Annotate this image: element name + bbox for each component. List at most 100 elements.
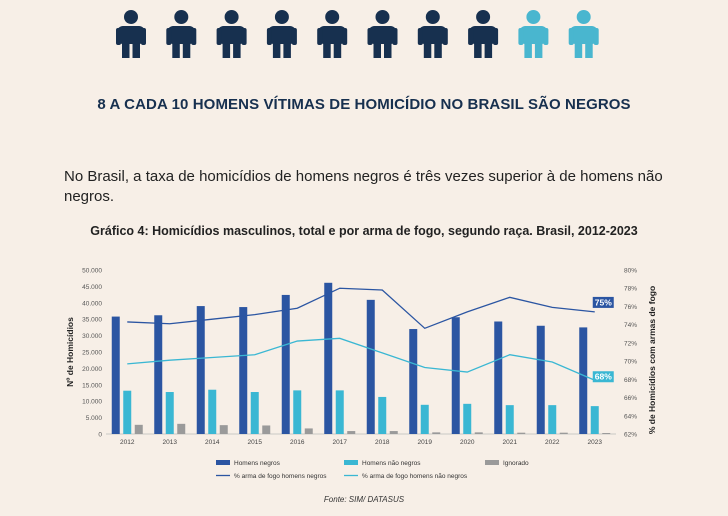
x-tick-label: 2012 (120, 439, 135, 446)
homicide-chart: 0 5.000 10.000 15.000 20.000 25.000 30.000 35.0… (65, 268, 657, 481)
bar-ignorado (219, 425, 228, 434)
x-tick-label: 2014 (205, 439, 220, 446)
person-leg (534, 42, 543, 58)
line-pct-nao-negros (127, 337, 596, 381)
person-arm (241, 28, 247, 45)
person-icon (216, 10, 247, 58)
person-torso (368, 26, 397, 44)
person-leg (233, 42, 241, 58)
person-leg (272, 42, 281, 58)
y2-axis-title: % de Homicídios com armas de fogo (647, 286, 657, 434)
person-arm (166, 28, 172, 45)
person-head (274, 10, 289, 24)
person-icon (367, 10, 398, 58)
bar-negros (536, 325, 545, 434)
y2-tick-label: 64% (624, 413, 637, 420)
y-tick-label: 45.000 (82, 284, 102, 291)
person-head (224, 10, 239, 24)
person-icon (166, 10, 197, 58)
bar-nao-negros (208, 389, 217, 434)
y2-tick-label: 74% (624, 322, 637, 329)
y-tick-label: 35.000 (82, 317, 102, 324)
person-leg (423, 42, 432, 58)
person-arm (317, 28, 323, 45)
bar-ignorado (389, 431, 398, 434)
person-arm (392, 28, 398, 45)
person-icon (518, 10, 549, 58)
person-icon (266, 10, 297, 58)
person-icon (317, 10, 348, 58)
bar-negros (196, 306, 205, 434)
x-tick-label: 2016 (290, 439, 305, 446)
x-tick-label: 2013 (163, 439, 178, 446)
person-leg (323, 42, 331, 58)
bar-negros (111, 316, 120, 434)
person-leg (434, 42, 442, 58)
bar-ignorado (134, 424, 143, 434)
y2-tick-label: 70% (624, 359, 637, 366)
legend-label: Homens negros (234, 460, 281, 467)
y-tick-label: 30.000 (82, 333, 102, 340)
y2-tick-label: 62% (624, 432, 637, 439)
bar-nao-negros (420, 404, 429, 434)
bar-nao-negros (548, 405, 557, 434)
bar-ignorado (432, 432, 441, 434)
y-tick-label: 20.000 (82, 366, 102, 373)
person-torso (217, 26, 246, 44)
person-arm (468, 28, 474, 45)
legend-label: % arma de fogo homens negros (234, 473, 327, 480)
y2-tick-label: 80% (624, 268, 637, 275)
person-torso (267, 26, 296, 44)
bar-ignorado (559, 432, 568, 434)
y2-tick-label: 72% (624, 340, 637, 347)
bar-negros (239, 307, 248, 434)
y-tick-label: 50.000 (82, 268, 102, 275)
bar-nao-negros (378, 396, 387, 434)
person-arm (116, 28, 121, 45)
person-leg (333, 42, 342, 58)
person-head (476, 10, 491, 24)
y-tick-label: 40.000 (82, 300, 102, 307)
person-arm (493, 28, 499, 45)
person-leg (182, 42, 191, 58)
person-arm (543, 28, 549, 45)
person-leg (373, 42, 381, 58)
bar-nao-negros (505, 405, 514, 434)
person-head (425, 10, 440, 24)
y-tick-label: 15.000 (82, 382, 102, 389)
x-tick-label: 2018 (375, 439, 390, 446)
y2-tick-label: 68% (624, 377, 637, 384)
chart-title: Gráfico 4: Homicídios masculinos, total … (90, 224, 638, 238)
person-icon (417, 10, 448, 58)
bar-ignorado (474, 432, 483, 434)
bar-negros (324, 282, 333, 434)
person-arm (342, 28, 348, 45)
bar-ignorado (262, 425, 271, 434)
x-tick-label: 2023 (588, 439, 603, 446)
person-torso (469, 26, 498, 44)
legend-label: % arma de fogo homens não negros (362, 473, 468, 480)
person-leg (484, 42, 493, 58)
person-torso (117, 26, 145, 44)
person-arm (216, 28, 222, 45)
person-arm (593, 28, 599, 45)
end-label: 75% (595, 297, 612, 307)
person-icon (468, 10, 499, 58)
person-arm (266, 28, 272, 45)
bar-ignorado (177, 423, 186, 434)
person-arm (518, 28, 524, 45)
person-torso (569, 26, 598, 44)
person-leg (574, 42, 583, 58)
bar-nao-negros (250, 392, 259, 434)
person-leg (122, 42, 130, 58)
person-leg (283, 42, 291, 58)
person-arm (568, 28, 574, 45)
bar-ignorado (602, 433, 611, 434)
person-icon (568, 10, 599, 58)
person-torso (167, 26, 196, 44)
people-icon-row (116, 10, 599, 58)
person-torso (418, 26, 447, 44)
bar-nao-negros (293, 390, 302, 434)
person-leg (384, 42, 392, 58)
x-tick-label: 2015 (248, 439, 263, 446)
